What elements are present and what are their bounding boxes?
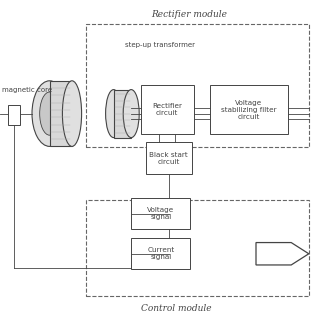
Text: Rectifier
circuit: Rectifier circuit bbox=[152, 103, 182, 116]
Bar bbox=[86, 200, 309, 296]
Bar bbox=[210, 85, 288, 134]
Text: Voltage
signal: Voltage signal bbox=[147, 207, 174, 220]
Ellipse shape bbox=[32, 81, 67, 147]
Text: Rectifier module: Rectifier module bbox=[151, 10, 227, 19]
Bar bbox=[131, 238, 190, 269]
Text: Current
signal: Current signal bbox=[147, 247, 174, 260]
Bar bbox=[50, 81, 72, 147]
Bar bbox=[8, 105, 20, 125]
FancyArrow shape bbox=[256, 243, 309, 265]
Bar bbox=[146, 142, 192, 174]
Ellipse shape bbox=[40, 92, 60, 135]
Bar bbox=[86, 24, 309, 147]
Text: Voltage
stabilizing filter
circuit: Voltage stabilizing filter circuit bbox=[221, 100, 276, 120]
Ellipse shape bbox=[123, 90, 139, 138]
Bar bbox=[114, 90, 131, 138]
Text: Black start
circuit: Black start circuit bbox=[149, 152, 188, 165]
Text: step-up transformer: step-up transformer bbox=[125, 42, 195, 48]
Text: Control module: Control module bbox=[141, 304, 211, 313]
Text: magnetic core: magnetic core bbox=[2, 87, 52, 92]
Ellipse shape bbox=[106, 90, 122, 138]
Ellipse shape bbox=[62, 81, 82, 147]
Bar bbox=[141, 85, 194, 134]
Bar bbox=[131, 198, 190, 229]
